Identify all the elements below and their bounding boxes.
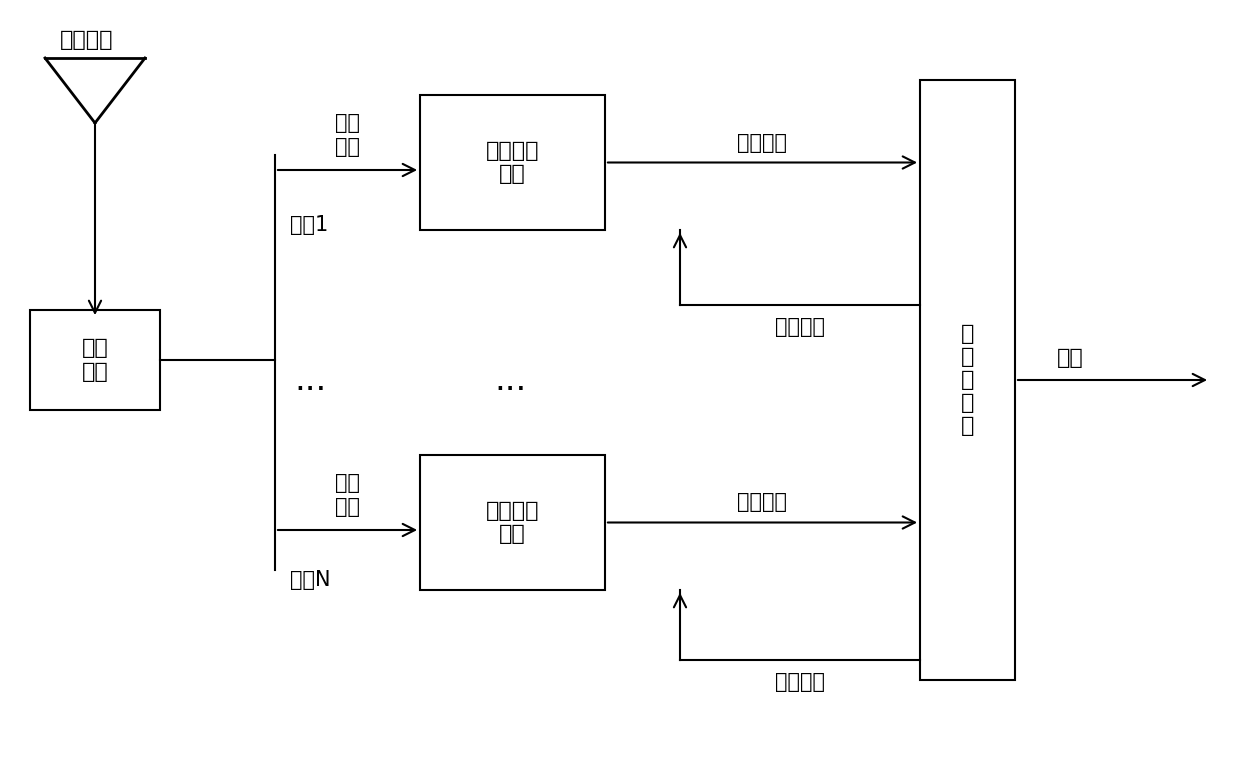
Text: 位置: 位置 <box>1056 348 1084 368</box>
Text: 基带信号
处理: 基带信号 处理 <box>486 141 539 184</box>
Bar <box>420 455 605 590</box>
Bar <box>420 95 605 230</box>
Text: ···: ··· <box>494 373 526 406</box>
Text: 通道1: 通道1 <box>290 215 329 235</box>
Text: 预测伪距: 预测伪距 <box>775 672 825 692</box>
Text: 基带信号
处理: 基带信号 处理 <box>486 501 539 544</box>
Text: 伪距误差: 伪距误差 <box>738 493 787 513</box>
Text: 中频
信号: 中频 信号 <box>335 113 360 157</box>
Text: 伪距误差: 伪距误差 <box>738 132 787 152</box>
Text: 中频
信号: 中频 信号 <box>335 474 360 516</box>
Text: 通道N: 通道N <box>290 570 331 590</box>
Text: 导
航
滤
波
器: 导 航 滤 波 器 <box>961 324 975 436</box>
Text: 预测伪距: 预测伪距 <box>775 317 825 337</box>
Bar <box>920 80 1016 680</box>
Text: 射频
前端: 射频 前端 <box>82 338 108 382</box>
Text: ···: ··· <box>294 373 326 406</box>
Bar <box>30 310 160 410</box>
Text: 卫星天线: 卫星天线 <box>60 30 114 50</box>
